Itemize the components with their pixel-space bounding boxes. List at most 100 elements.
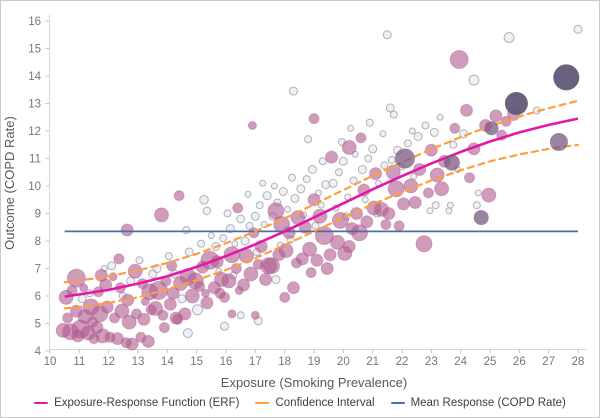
data-point[interactable]: [244, 190, 252, 198]
data-point[interactable]: [223, 209, 232, 218]
data-point[interactable]: [192, 304, 203, 316]
data-point[interactable]: [247, 121, 257, 130]
data-point[interactable]: [408, 127, 416, 135]
data-point[interactable]: [355, 132, 367, 144]
data-point[interactable]: [410, 172, 418, 180]
data-point[interactable]: [431, 201, 440, 210]
data-point[interactable]: [421, 121, 430, 130]
data-point[interactable]: [308, 113, 320, 125]
data-point[interactable]: [413, 132, 423, 141]
data-point[interactable]: [157, 309, 169, 321]
data-point[interactable]: [341, 140, 357, 155]
data-point[interactable]: [125, 337, 139, 351]
data-point[interactable]: [302, 175, 311, 184]
data-point[interactable]: [250, 211, 260, 221]
data-point[interactable]: [325, 150, 339, 164]
data-point[interactable]: [338, 156, 348, 166]
data-point[interactable]: [368, 144, 378, 154]
data-point[interactable]: [305, 267, 317, 279]
data-point[interactable]: [219, 234, 228, 243]
data-point[interactable]: [426, 207, 434, 215]
data-point[interactable]: [573, 24, 583, 34]
data-point[interactable]: [380, 219, 392, 230]
data-point[interactable]: [240, 236, 250, 246]
data-point[interactable]: [271, 275, 281, 284]
data-point[interactable]: [357, 165, 367, 174]
data-point[interactable]: [263, 257, 280, 275]
data-point[interactable]: [197, 239, 206, 248]
data-point[interactable]: [259, 273, 273, 286]
data-point[interactable]: [468, 74, 480, 86]
data-point[interactable]: [307, 193, 321, 207]
data-point[interactable]: [360, 215, 374, 229]
data-point[interactable]: [473, 210, 489, 226]
data-point[interactable]: [351, 224, 368, 242]
data-point[interactable]: [328, 178, 338, 188]
data-point[interactable]: [394, 148, 415, 169]
data-point[interactable]: [220, 321, 229, 331]
data-point[interactable]: [389, 110, 398, 119]
data-point[interactable]: [449, 50, 469, 69]
data-point[interactable]: [267, 202, 285, 220]
data-point[interactable]: [295, 252, 309, 266]
data-point[interactable]: [379, 130, 387, 138]
data-point[interactable]: [364, 154, 373, 163]
data-point[interactable]: [321, 180, 331, 190]
data-point[interactable]: [310, 253, 324, 267]
data-point[interactable]: [317, 201, 325, 209]
data-point[interactable]: [290, 193, 300, 203]
data-point[interactable]: [484, 121, 499, 136]
data-point[interactable]: [287, 281, 300, 295]
data-point[interactable]: [137, 312, 151, 326]
data-point[interactable]: [443, 154, 460, 171]
data-point[interactable]: [149, 281, 168, 300]
data-point[interactable]: [66, 268, 86, 288]
data-point[interactable]: [311, 221, 320, 230]
data-point[interactable]: [163, 297, 177, 311]
data-point[interactable]: [397, 197, 410, 211]
data-point[interactable]: [489, 109, 503, 123]
data-point[interactable]: [250, 310, 260, 320]
data-point[interactable]: [296, 184, 306, 194]
data-point[interactable]: [278, 187, 288, 196]
data-point[interactable]: [182, 328, 193, 339]
data-point[interactable]: [236, 311, 245, 320]
data-point[interactable]: [289, 86, 298, 96]
data-point[interactable]: [382, 30, 392, 40]
data-point[interactable]: [113, 253, 125, 265]
data-point[interactable]: [184, 288, 200, 304]
data-point[interactable]: [121, 314, 137, 330]
data-point[interactable]: [178, 307, 192, 321]
data-point[interactable]: [262, 191, 272, 201]
data-point[interactable]: [334, 168, 343, 177]
data-point[interactable]: [200, 296, 214, 310]
data-point[interactable]: [445, 207, 453, 215]
data-point[interactable]: [342, 240, 356, 253]
data-point[interactable]: [141, 334, 155, 348]
data-point[interactable]: [308, 165, 317, 174]
data-point[interactable]: [199, 195, 209, 205]
data-point[interactable]: [201, 288, 210, 298]
data-point[interactable]: [227, 309, 237, 319]
data-point[interactable]: [380, 161, 389, 170]
data-point[interactable]: [173, 190, 185, 202]
data-point[interactable]: [120, 223, 134, 237]
data-point[interactable]: [385, 103, 395, 113]
data-point[interactable]: [184, 247, 194, 257]
data-point[interactable]: [365, 118, 374, 127]
data-point[interactable]: [135, 256, 144, 265]
data-point[interactable]: [231, 240, 239, 248]
data-point[interactable]: [94, 268, 108, 282]
data-point[interactable]: [243, 266, 259, 282]
data-point[interactable]: [415, 235, 433, 253]
data-point[interactable]: [361, 196, 369, 204]
data-point[interactable]: [474, 189, 482, 197]
data-point[interactable]: [349, 176, 358, 185]
data-point[interactable]: [207, 232, 215, 239]
data-point[interactable]: [236, 214, 246, 224]
data-point[interactable]: [232, 202, 244, 214]
data-point[interactable]: [154, 207, 169, 223]
data-point[interactable]: [422, 187, 434, 199]
data-point[interactable]: [503, 32, 515, 43]
data-point[interactable]: [387, 155, 396, 164]
